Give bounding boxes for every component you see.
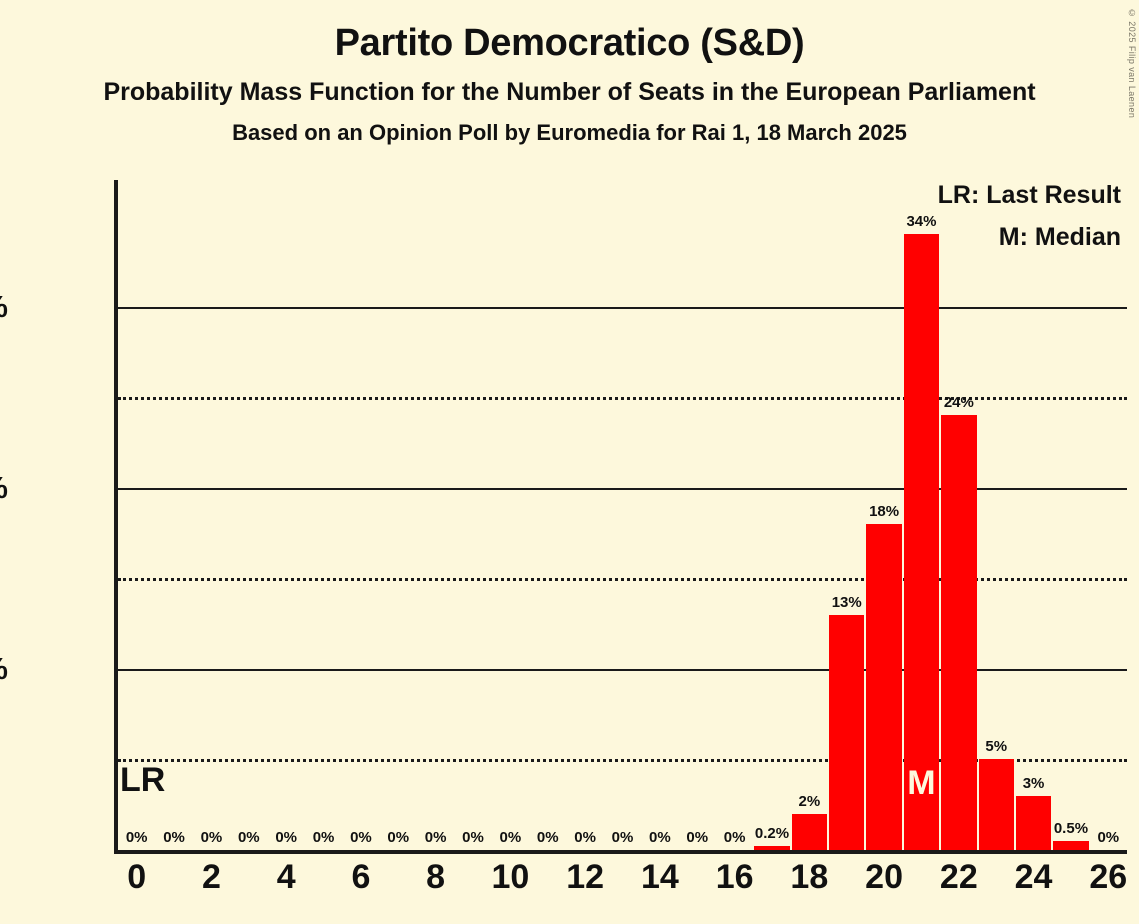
x-axis-tick-label: 14 [640, 858, 679, 896]
chart-source-line: Based on an Opinion Poll by Euromedia fo… [232, 120, 907, 146]
bar-value-label-seat-9: 0% [462, 829, 484, 846]
bar-seat-17 [754, 846, 790, 850]
x-axis-tick-label: 0 [127, 858, 147, 896]
last-result-marker: LR [120, 761, 166, 800]
gridline-major-10 [118, 668, 1127, 671]
bar-value-label-seat-4: 0% [275, 829, 297, 846]
bar-value-label-seat-14: 0% [649, 829, 671, 846]
x-axis-tick-label: 24 [1014, 858, 1053, 896]
gridline-minor-15 [118, 578, 1127, 582]
bar-seat-25 [1053, 840, 1089, 850]
x-axis-tick-label: 6 [351, 858, 371, 896]
bar-value-label-seat-2: 0% [200, 829, 223, 846]
bar-value-label-seat-5: 0% [312, 829, 335, 846]
bar-value-label-seat-22: 24% [943, 394, 974, 412]
bar-value-label-seat-26: 0% [1097, 829, 1120, 846]
bar-seat-18 [791, 813, 828, 850]
y-axis-tick-label: 30% [0, 289, 8, 325]
x-axis-tick-label: 20 [865, 858, 903, 896]
bar-value-label-seat-24: 3% [1022, 774, 1045, 792]
x-axis-tick-label: 4 [276, 858, 296, 896]
bar-value-label-seat-20: 18% [869, 503, 900, 521]
bar-seat-19 [829, 614, 865, 850]
bar-seat-24 [1015, 795, 1052, 850]
plot-area: 0% 0% 0% 0% 0% 0% 0% 0% 0% 0% 0% 0% 0% 0% 0% 0% 0% 0.2% 2%… [114, 180, 1127, 854]
bar-value-label-seat-10: 0% [499, 829, 522, 846]
legend-median: M: Median [998, 223, 1121, 251]
page-title: Partito Democratico (S&D) [334, 22, 805, 64]
bar-value-label-seat-7: 0% [387, 829, 410, 846]
x-axis-tick-label: 26 [1089, 858, 1128, 896]
y-axis-tick-label: 10% [0, 651, 8, 687]
y-axis-tick-label: 20% [0, 470, 8, 506]
bar-value-label-seat-6: 0% [350, 829, 372, 846]
chart-subtitle: Probability Mass Function for the Number… [103, 77, 1036, 106]
x-axis-tick-label: 10 [491, 858, 530, 896]
y-axis [114, 180, 118, 850]
chart-legend: LR: Last Result M: Median [938, 183, 1121, 250]
bar-value-label-seat-23: 5% [985, 738, 1008, 756]
legend-last-result: LR: Last Result [937, 181, 1121, 209]
bar-seat-20 [866, 524, 902, 850]
x-axis-tick-label: 16 [715, 858, 754, 896]
gridline-major-20 [118, 487, 1127, 490]
bar-value-label-seat-3: 0% [237, 829, 260, 846]
gridline-minor-25 [118, 397, 1127, 401]
x-axis-tick-label: 18 [790, 858, 829, 896]
bar-value-label-seat-8: 0% [424, 829, 447, 846]
bar-value-label-seat-15: 0% [686, 829, 709, 846]
x-axis-tick-label: 8 [426, 858, 446, 896]
title-block: Partito Democratico (S&D) Probability Ma… [0, 0, 1139, 144]
x-axis-tick-label: 22 [939, 858, 978, 896]
bar-value-label-seat-0: 0% [125, 829, 148, 846]
bar-value-label-seat-13: 0% [611, 829, 634, 846]
bar-seat-21 [903, 234, 940, 850]
bar-seat-23 [978, 759, 1014, 850]
bar-value-label-seat-1: 0% [163, 829, 185, 846]
bar-value-label-seat-21: 34% [906, 213, 937, 231]
x-axis-tick-label: 12 [566, 858, 605, 896]
bar-seat-22 [941, 415, 977, 850]
bar-value-label-seat-18: 2% [798, 792, 821, 810]
bar-value-label-seat-12: 0% [574, 829, 596, 846]
bar-value-label-seat-17: 0.2% [754, 825, 790, 843]
x-axis-tick-label: 2 [201, 858, 221, 896]
copyright-notice: © 2025 Filip van Laenen [1127, 8, 1137, 119]
median-marker: M [907, 764, 936, 802]
gridline-minor-5 [118, 759, 1127, 763]
bar-value-label-seat-25: 0.5% [1053, 819, 1089, 837]
bar-value-label-seat-16: 0% [723, 829, 746, 846]
gridline-major-30 [118, 306, 1127, 309]
x-axis [114, 850, 1127, 854]
bar-value-label-seat-19: 13% [831, 593, 862, 611]
bar-value-label-seat-11: 0% [536, 829, 559, 846]
